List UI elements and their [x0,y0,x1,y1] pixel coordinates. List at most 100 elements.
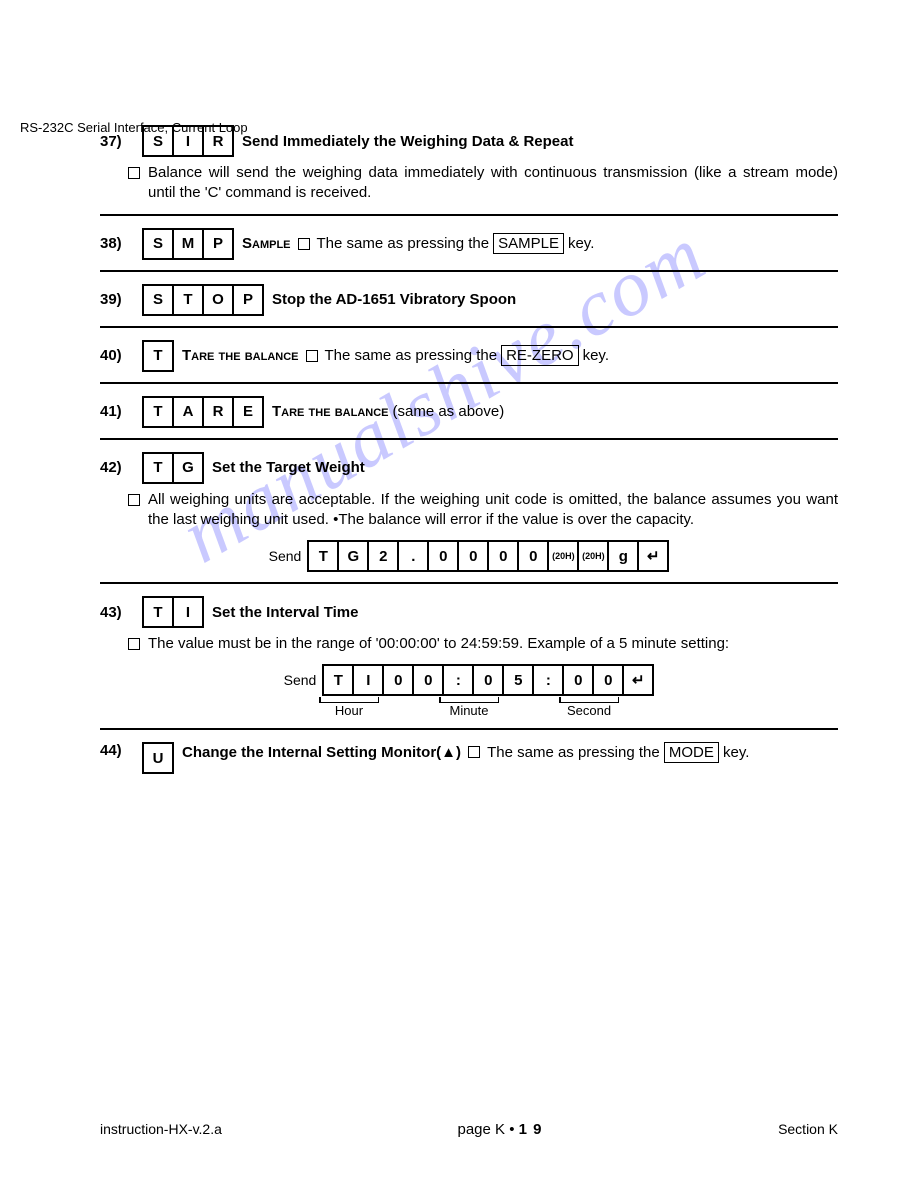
label-hour: Hour [335,703,363,718]
cmd-char: U [142,742,174,774]
cmd-char: I [172,125,204,157]
send-cell: 0 [472,664,504,696]
cmd-boxes: T [142,340,174,372]
footer-page-num: 1 9 [519,1121,543,1138]
entry-title: Send Immediately the Weighing Data & Rep… [242,133,573,150]
entry-title: Set the Interval Time [212,604,358,621]
entry-num: 43) [100,604,134,621]
send-cell: T [322,664,354,696]
send-cell: 0 [592,664,624,696]
cmd-char: G [172,452,204,484]
divider [100,382,838,384]
cmd-char: P [202,228,234,260]
entry-num: 37) [100,133,134,150]
cmd-char: R [202,125,234,157]
entry-body: Balance will send the weighing data imme… [148,163,838,204]
send-cell: : [532,664,564,696]
cmd-boxes: S M P [142,228,234,260]
send-cell: G [337,540,369,572]
send-cell: . [397,540,429,572]
send-cell: 0 [517,540,549,572]
send-cell: (20H) [577,540,609,572]
divider [100,214,838,216]
send-cell: 0 [487,540,519,572]
cmd-label: Sample [242,235,291,252]
cmd-label: Tare the balance [272,403,389,420]
send-cell: 0 [382,664,414,696]
entry-title: Set the Target Weight [212,459,365,476]
cmd-boxes: T I [142,596,204,628]
bullet-icon [128,167,140,179]
entry-38: 38) S M P Sample The same as pressing th… [100,228,838,260]
entry-41: 41) T A R E Tare the balance (same as ab… [100,396,838,428]
send-cell: 0 [562,664,594,696]
send-label: Send [269,548,302,564]
entry-43: 43) T I Set the Interval Time The value … [100,596,838,718]
send-cell: 0 [427,540,459,572]
entry-title: Stop the AD-1651 Vibratory Spoon [272,291,516,308]
cmd-char: E [232,396,264,428]
footer-center: page K • 1 9 [457,1121,542,1138]
cmd-char: T [142,596,174,628]
cmd-boxes: U [142,742,174,774]
send-cell: 0 [412,664,444,696]
text: key. [583,347,609,364]
cmd-char: T [142,340,174,372]
cmd-char: P [232,284,264,316]
cmd-boxes: T A R E [142,396,264,428]
cmd-boxes: S T O P [142,284,264,316]
send-cell: ↵ [637,540,669,572]
entry-40: 40) T Tare the balance The same as press… [100,340,838,372]
footer-right: Section K [778,1121,838,1138]
cmd-char: T [142,452,174,484]
entry-num: 41) [100,403,134,420]
page-footer: instruction-HX-v.2.a page K • 1 9 Sectio… [100,1121,838,1138]
text: The same as pressing the [317,235,490,252]
cmd-char: R [202,396,234,428]
entry-37: 37) S I R Send Immediately the Weighing … [100,125,838,204]
send-cell: g [607,540,639,572]
text: key. [723,744,749,761]
entry-desc: Sample The same as pressing the SAMPLE k… [242,233,594,254]
bullet-icon [128,638,140,650]
key-mode: MODE [664,742,719,763]
cmd-char: O [202,284,234,316]
entry-desc: Tare the balance (same as above) [272,403,504,420]
cmd-char: S [142,284,174,316]
entry-desc: Tare the balance The same as pressing th… [182,345,609,366]
bullet-icon [128,494,140,506]
cmd-char: M [172,228,204,260]
footer-prefix: page K • [457,1121,518,1138]
send-cell: 2 [367,540,399,572]
cmd-char: I [172,596,204,628]
entry-desc: Change the Internal Setting Monitor(▲) T… [182,742,838,763]
text: The same as pressing the [325,347,498,364]
entry-body: The value must be in the range of '00:00… [148,634,729,654]
send-label: Send [284,672,317,688]
text: The same as pressing the [487,744,660,761]
entry-39: 39) S T O P Stop the AD-1651 Vibratory S… [100,284,838,316]
divider [100,270,838,272]
divider [100,728,838,730]
cmd-boxes: S I R [142,125,234,157]
cmd-char: A [172,396,204,428]
entry-num: 44) [100,742,134,759]
divider [100,326,838,328]
divider [100,438,838,440]
bullet-icon [298,238,310,250]
cmd-label: Tare the balance [182,347,299,364]
send-cell: : [442,664,474,696]
text: key. [568,235,594,252]
send-example: Send T G 2 . 0 0 0 0 (20H) (20H) g ↵ [100,540,838,572]
bullet-icon [468,746,480,758]
entry-title: Change the Internal Setting Monitor(▲) [182,744,461,761]
cmd-boxes: T G [142,452,204,484]
entry-num: 42) [100,459,134,476]
label-minute: Minute [449,703,488,718]
cmd-char: S [142,125,174,157]
bullet-icon [306,350,318,362]
entry-num: 39) [100,291,134,308]
entry-num: 40) [100,347,134,364]
cmd-char: T [142,396,174,428]
cmd-char: T [172,284,204,316]
